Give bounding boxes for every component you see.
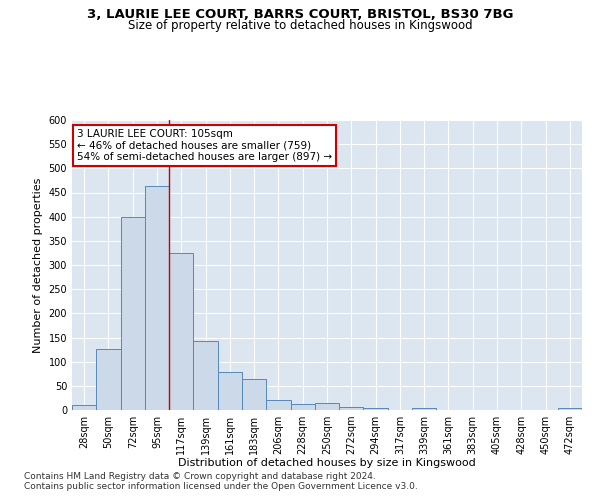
Bar bbox=[96, 348, 121, 410]
Bar bbox=[290, 404, 315, 410]
Text: Distribution of detached houses by size in Kingswood: Distribution of detached houses by size … bbox=[178, 458, 476, 468]
Bar bbox=[72, 405, 96, 410]
Bar bbox=[315, 403, 339, 410]
Bar bbox=[193, 342, 218, 410]
Text: 3, LAURIE LEE COURT, BARRS COURT, BRISTOL, BS30 7BG: 3, LAURIE LEE COURT, BARRS COURT, BRISTO… bbox=[87, 8, 513, 20]
Bar bbox=[266, 400, 290, 410]
Text: Contains HM Land Registry data © Crown copyright and database right 2024.: Contains HM Land Registry data © Crown c… bbox=[24, 472, 376, 481]
Bar bbox=[169, 253, 193, 410]
Bar bbox=[364, 408, 388, 410]
Bar bbox=[339, 406, 364, 410]
Y-axis label: Number of detached properties: Number of detached properties bbox=[33, 178, 43, 352]
Bar bbox=[121, 216, 145, 410]
Bar bbox=[242, 378, 266, 410]
Text: 3 LAURIE LEE COURT: 105sqm
← 46% of detached houses are smaller (759)
54% of sem: 3 LAURIE LEE COURT: 105sqm ← 46% of deta… bbox=[77, 128, 332, 162]
Bar bbox=[218, 372, 242, 410]
Bar bbox=[412, 408, 436, 410]
Text: Size of property relative to detached houses in Kingswood: Size of property relative to detached ho… bbox=[128, 19, 472, 32]
Bar bbox=[145, 186, 169, 410]
Bar bbox=[558, 408, 582, 410]
Text: Contains public sector information licensed under the Open Government Licence v3: Contains public sector information licen… bbox=[24, 482, 418, 491]
